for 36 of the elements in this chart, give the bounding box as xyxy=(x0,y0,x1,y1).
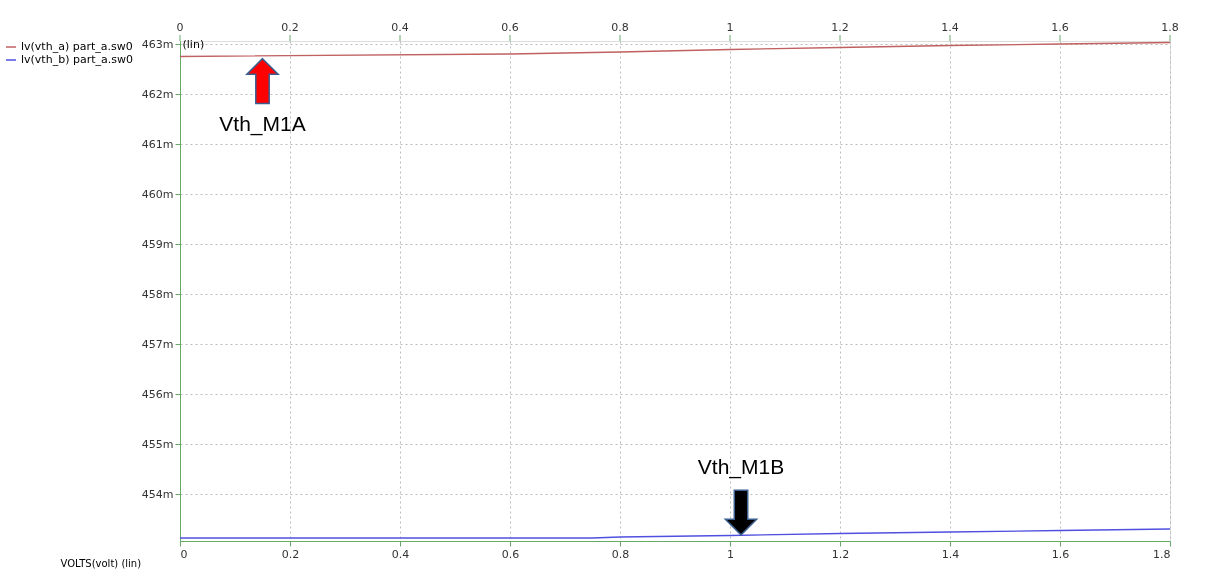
y-tick-label: 462m xyxy=(141,87,174,101)
y-tick-label: 459m xyxy=(141,237,174,251)
x-axis-title: VOLTS(volt) (lin) xyxy=(60,557,142,569)
x2-tick-label: 1.8 xyxy=(1153,547,1171,561)
x-tick-label: 1.8 xyxy=(1161,21,1179,34)
legend-label: lv(vth_a) part_a.sw0 xyxy=(21,40,133,53)
x-tick-label: 1.6 xyxy=(1051,21,1069,34)
x-tick-label: 1.2 xyxy=(831,21,849,34)
x2-tick-label: 1 xyxy=(727,547,734,561)
y-tick-label: 463m xyxy=(141,37,174,51)
x2-tick-label: 0.6 xyxy=(501,547,520,561)
y-tick-label: 455m xyxy=(141,437,174,451)
x-tick-label: 0 xyxy=(176,21,184,34)
y-tick-label: 456m xyxy=(141,387,174,401)
y-tick-label: 461m xyxy=(141,137,174,151)
y-axis-title: (lin) xyxy=(182,37,205,51)
x-tick-label: 0.4 xyxy=(391,21,409,34)
y-tick-label: 460m xyxy=(141,187,174,201)
x-tick-label: 1.4 xyxy=(941,21,959,34)
x-tick-label: 1 xyxy=(726,21,734,34)
y-tick-label: 454m xyxy=(141,487,174,501)
x2-tick-label: 0.4 xyxy=(391,547,410,561)
legend-label: lv(vth_b) part_a.sw0 xyxy=(21,53,133,66)
x-tick-label: 0.6 xyxy=(501,21,519,34)
x2-tick-label: 0 xyxy=(180,547,188,561)
x2-tick-label: 0.8 xyxy=(611,547,630,561)
x-tick-label: 0.8 xyxy=(611,21,629,34)
annotation: Vth_M1A xyxy=(219,112,306,137)
annotation: Vth_M1B xyxy=(697,455,785,480)
x2-tick-label: 1.6 xyxy=(1051,547,1070,561)
y-tick-label: 457m xyxy=(141,337,174,351)
x2-tick-label: 1.4 xyxy=(941,547,960,561)
x2-tick-label: 0.2 xyxy=(281,547,300,561)
y-tick-label: 458m xyxy=(141,287,174,301)
x-tick-label: 0.2 xyxy=(281,21,299,34)
x2-tick-label: 1.2 xyxy=(831,547,850,561)
